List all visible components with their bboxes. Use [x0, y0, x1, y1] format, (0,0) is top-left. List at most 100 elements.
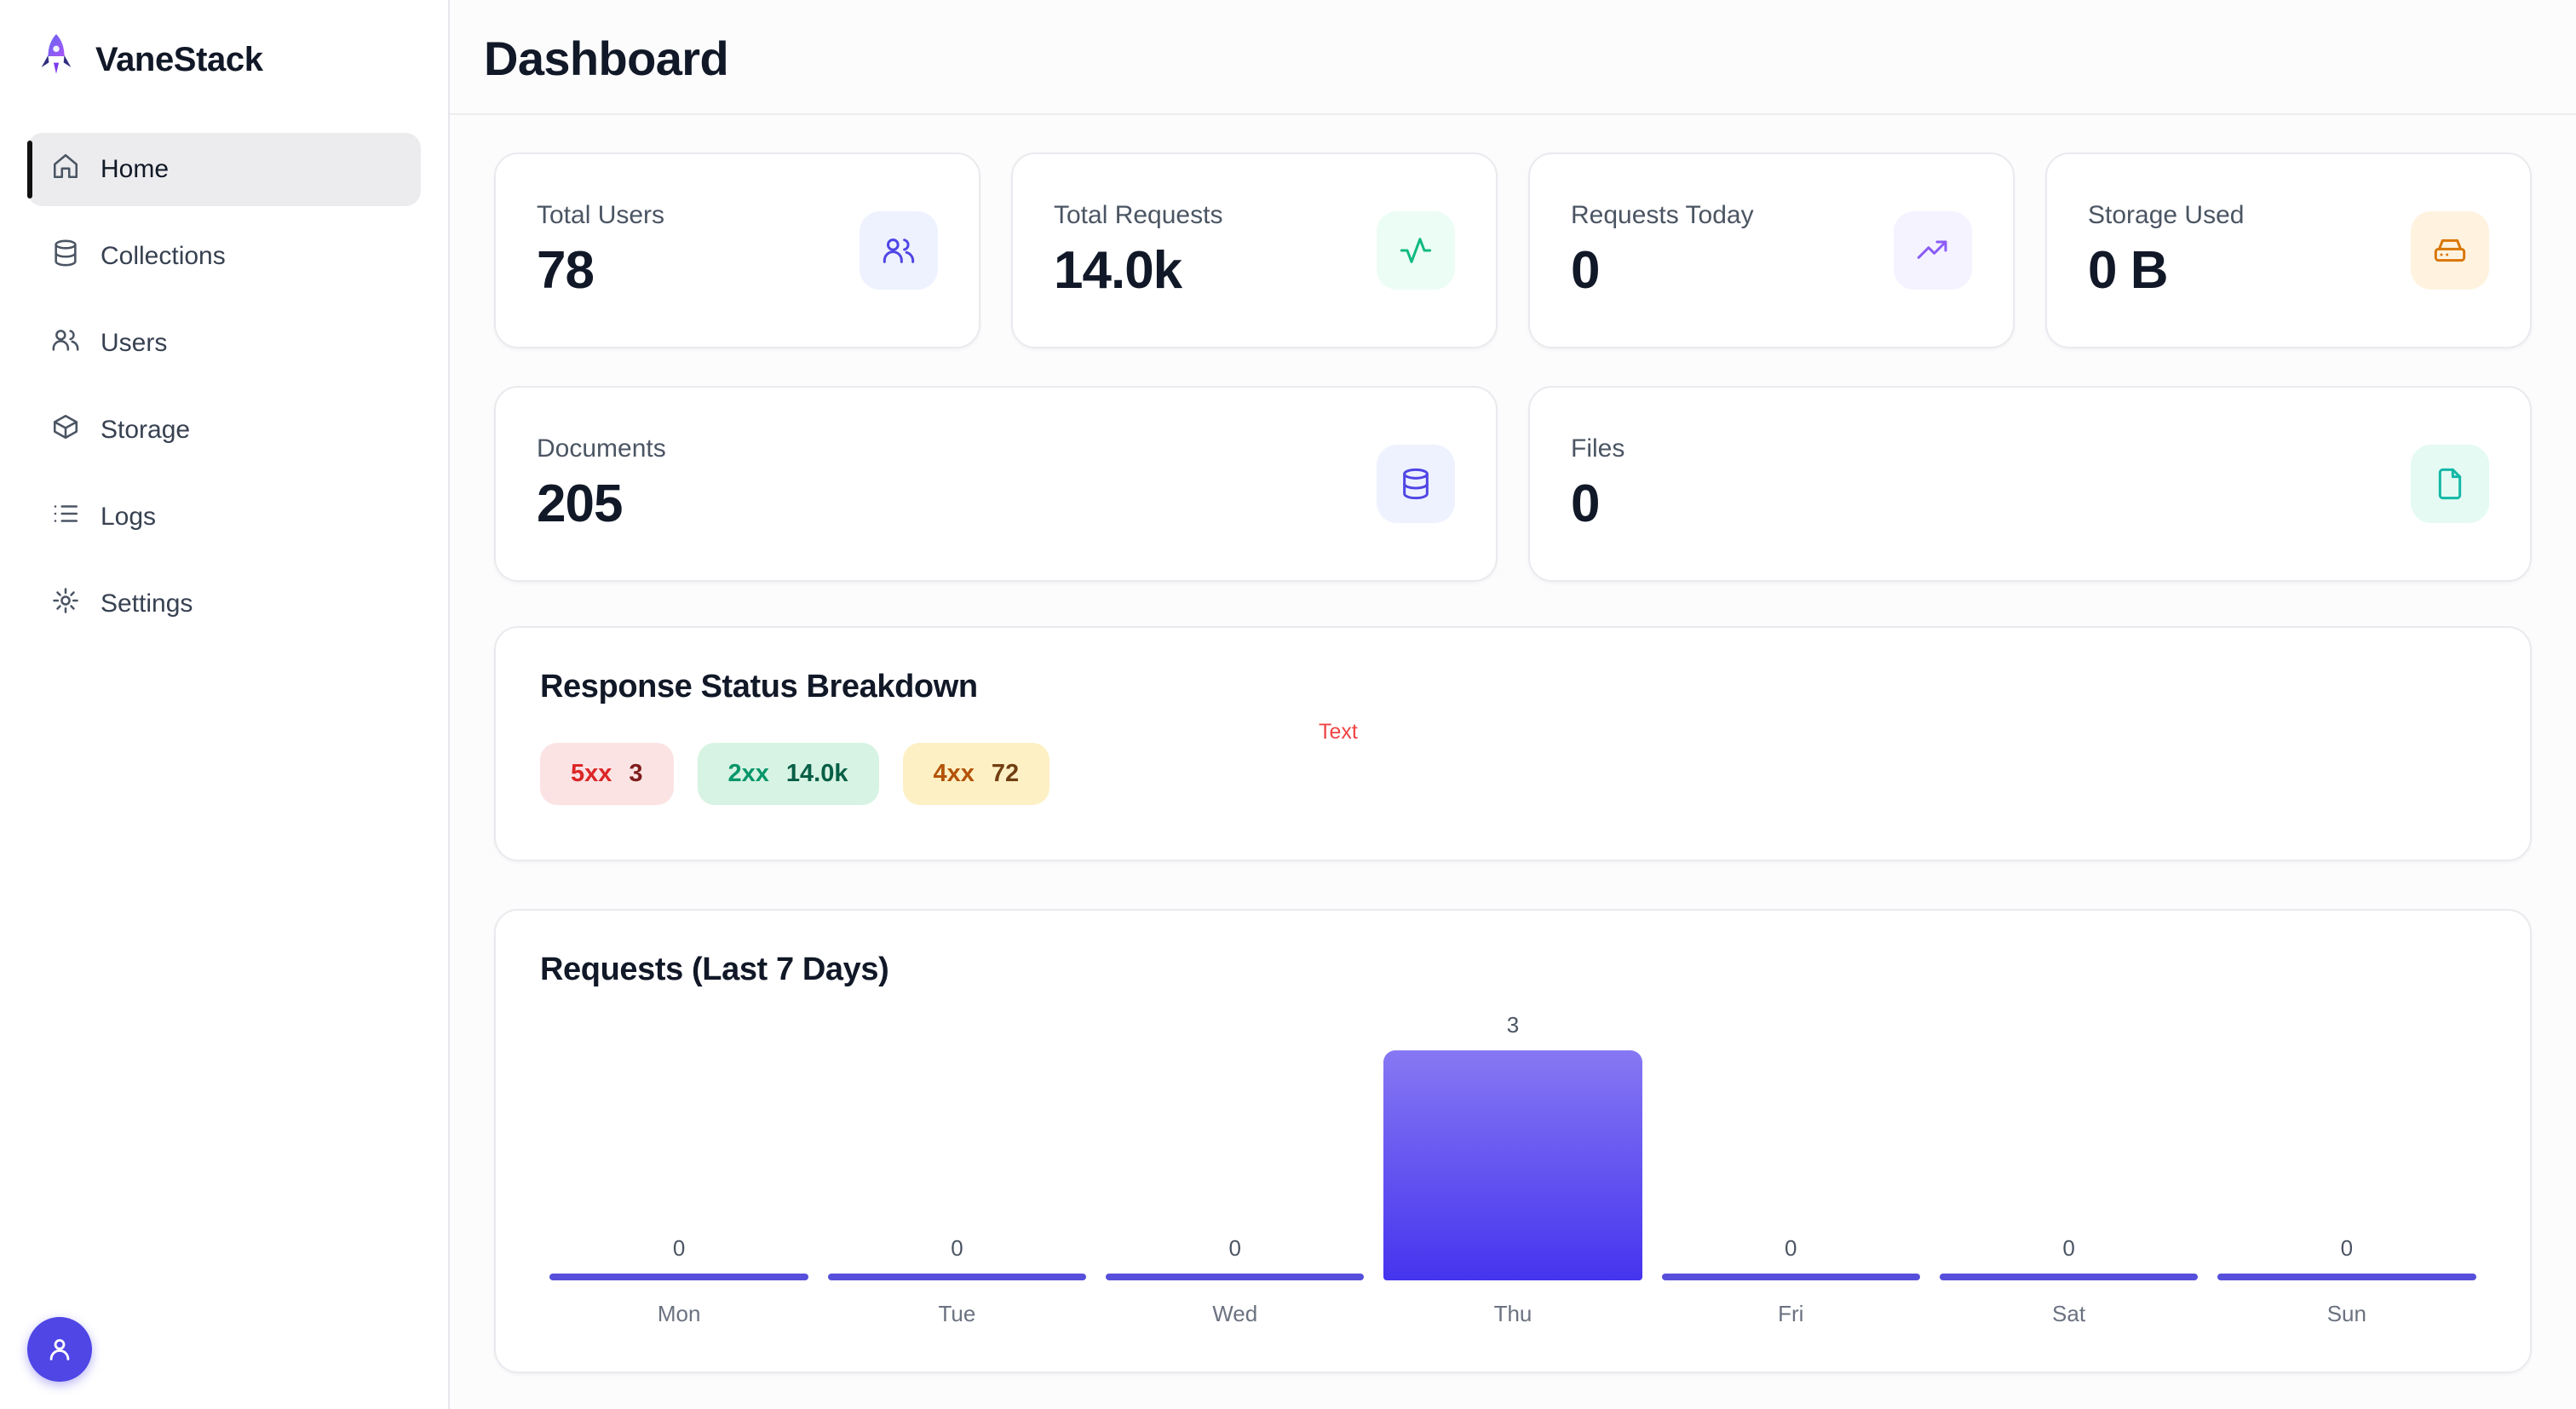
users-icon — [860, 211, 938, 290]
sidebar-nav: Home Collections Users Storage — [0, 126, 448, 647]
x-axis-label: Tue — [938, 1301, 976, 1326]
page-header: Dashboard — [450, 0, 2576, 115]
file-icon — [2411, 445, 2489, 523]
list-icon — [51, 499, 80, 535]
stat-value: 78 — [537, 240, 595, 300]
x-axis-label: Wed — [1212, 1301, 1258, 1326]
package-icon — [51, 412, 80, 448]
status-code: 4xx — [933, 760, 975, 787]
sidebar-item-home[interactable]: Home — [27, 133, 421, 206]
chart-column-thu: 3 Thu — [1374, 1012, 1652, 1327]
stat-value: 0 — [1571, 240, 1600, 300]
sidebar-footer — [0, 1290, 448, 1409]
stat-value: 14.0k — [1054, 240, 1182, 300]
x-axis-label: Mon — [657, 1301, 701, 1326]
bar-value-label: 0 — [1785, 1235, 1797, 1261]
trending-up-icon — [1894, 211, 1972, 290]
bar — [827, 1274, 1087, 1280]
dashboard-content: Total Users 78 Total Requests 14.0k Requ… — [450, 115, 2576, 1409]
bar-value-label: 0 — [2062, 1235, 2075, 1261]
bar-value-label: 0 — [672, 1235, 686, 1261]
sidebar: VaneStack Home Collections Users — [0, 0, 450, 1409]
status-code: 5xx — [571, 760, 612, 787]
chart-column-fri: 0 Fri — [1652, 1235, 1929, 1327]
bar-value-label: 0 — [1228, 1235, 1241, 1261]
bar — [1383, 1050, 1642, 1280]
status-code: 2xx — [727, 760, 769, 787]
x-axis-label: Sun — [2326, 1301, 2366, 1326]
chart-column-sun: 0 Sun — [2208, 1235, 2486, 1327]
bar-value-label: 0 — [2340, 1235, 2354, 1261]
rocket-logo-icon — [34, 31, 78, 89]
app-name: VaneStack — [95, 40, 263, 78]
bar-chart: 0 Mon 0 Tue 0 Wed 3 — [540, 1012, 2486, 1327]
users-icon — [51, 325, 80, 361]
sidebar-item-users[interactable]: Users — [27, 307, 421, 380]
response-status-card: Response Status Breakdown Text 5xx 3 2xx… — [494, 626, 2532, 861]
bar — [1105, 1274, 1365, 1280]
home-icon — [51, 152, 80, 187]
status-count: 14.0k — [785, 760, 848, 787]
stat-card-requests-today: Requests Today 0 — [1528, 152, 2015, 348]
hard-drive-icon — [2411, 211, 2489, 290]
status-badges: 5xx 3 2xx 14.0k 4xx 72 — [540, 743, 2486, 805]
x-axis-label: Thu — [1493, 1301, 1532, 1326]
stat-card-storage-used: Storage Used 0 B — [2045, 152, 2532, 348]
sidebar-item-storage[interactable]: Storage — [27, 394, 421, 467]
stat-label: Storage Used — [2088, 200, 2245, 229]
stat-card-files: Files 0 — [1528, 386, 2532, 582]
stat-card-total-requests: Total Requests 14.0k — [1011, 152, 1498, 348]
bar-value-label: 0 — [951, 1235, 963, 1261]
sidebar-item-label: Logs — [101, 503, 157, 531]
chart-column-sat: 0 Sat — [1929, 1235, 2207, 1327]
stat-label: Files — [1571, 434, 1625, 463]
sidebar-item-settings[interactable]: Settings — [27, 567, 421, 641]
status-badge-2xx: 2xx 14.0k — [697, 743, 879, 805]
stat-label: Total Requests — [1054, 200, 1223, 229]
bar — [1939, 1274, 2199, 1280]
stats-row-1: Total Users 78 Total Requests 14.0k Requ… — [494, 152, 2532, 348]
activity-icon — [1377, 211, 1455, 290]
chart-column-wed: 0 Wed — [1096, 1235, 1374, 1327]
x-axis-label: Sat — [2052, 1301, 2086, 1326]
sidebar-item-label: Users — [101, 329, 168, 357]
status-count: 3 — [629, 760, 643, 787]
sidebar-item-collections[interactable]: Collections — [27, 220, 421, 293]
bar — [1661, 1274, 1920, 1280]
stats-row-2: Documents 205 Files 0 — [494, 386, 2532, 582]
bar-value-label: 3 — [1506, 1012, 1520, 1038]
stat-card-documents: Documents 205 — [494, 386, 1498, 582]
user-avatar-button[interactable] — [27, 1317, 92, 1382]
stat-card-total-users: Total Users 78 — [494, 152, 980, 348]
section-title: Response Status Breakdown — [540, 669, 978, 704]
status-badge-5xx: 5xx 3 — [540, 743, 674, 805]
chart-column-mon: 0 Mon — [540, 1235, 818, 1327]
bar — [2217, 1274, 2476, 1280]
stat-value: 205 — [537, 474, 623, 533]
chart-title: Requests (Last 7 Days) — [540, 952, 889, 987]
bar — [549, 1274, 808, 1280]
stat-label: Requests Today — [1571, 200, 1754, 229]
stat-value: 0 — [1571, 474, 1600, 533]
stat-label: Documents — [537, 434, 666, 463]
chart-column-tue: 0 Tue — [818, 1235, 1095, 1327]
brand: VaneStack — [0, 0, 448, 126]
requests-chart-card: Requests (Last 7 Days) 0 Mon 0 Tue 0 — [494, 909, 2532, 1373]
sidebar-item-logs[interactable]: Logs — [27, 480, 421, 554]
x-axis-label: Fri — [1778, 1301, 1804, 1326]
sidebar-item-label: Storage — [101, 416, 191, 444]
status-badge-4xx: 4xx 72 — [902, 743, 1050, 805]
database-icon — [1377, 445, 1455, 523]
sidebar-item-label: Home — [101, 155, 170, 183]
stat-label: Total Users — [537, 200, 665, 229]
page-title: Dashboard — [484, 32, 729, 85]
sidebar-item-label: Collections — [101, 242, 226, 270]
collections-icon — [51, 239, 80, 274]
sidebar-item-label: Settings — [101, 589, 193, 618]
status-count: 72 — [991, 760, 1020, 787]
overlay-error-text: Text — [1319, 720, 1358, 744]
gear-icon — [51, 586, 80, 622]
stat-value: 0 B — [2088, 240, 2168, 300]
main-content: Dashboard Total Users 78 Total Requests … — [450, 0, 2576, 1409]
